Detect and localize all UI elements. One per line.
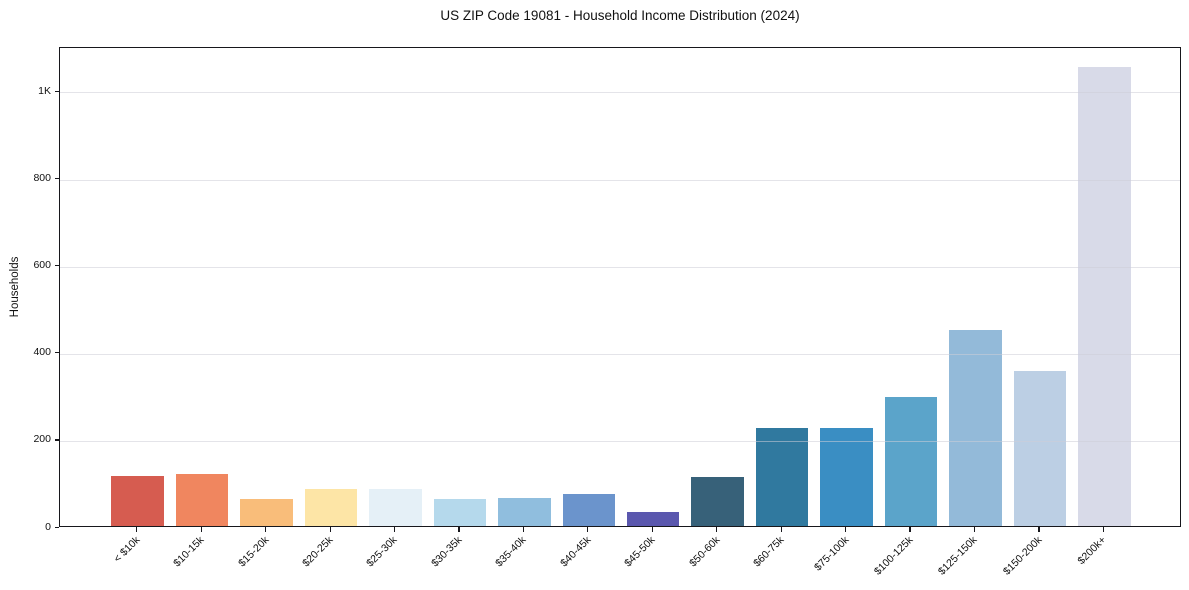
x-tick-mark (136, 527, 138, 532)
bar-4 (369, 488, 422, 526)
y-tick-mark (55, 265, 59, 267)
bar-10 (755, 428, 809, 526)
bar-8 (626, 511, 680, 526)
bar-13 (949, 330, 1002, 526)
bar-15 (1078, 66, 1131, 526)
gridline (60, 179, 1180, 181)
y-tick-label: 0 (45, 520, 51, 533)
y-tick-mark (55, 178, 59, 180)
x-tick-mark (458, 527, 460, 532)
x-tick-mark (200, 527, 202, 532)
x-tick-label: $200k+ (1075, 534, 1109, 568)
y-tick-mark (55, 526, 59, 528)
bar-1 (175, 473, 229, 526)
y-tick-mark (55, 352, 59, 354)
bar-0 (111, 475, 164, 526)
bar-5 (433, 499, 487, 526)
gridlines-layer (60, 48, 1180, 526)
x-tick-mark (393, 527, 396, 532)
bar-6 (498, 498, 551, 526)
bar-7 (562, 494, 616, 526)
x-tick-label: $35-40k (493, 534, 529, 570)
y-tick-label: 600 (33, 259, 51, 272)
y-tick-label: 200 (33, 433, 51, 446)
x-tick-label: $40-45k (557, 534, 594, 570)
x-tick-mark (909, 527, 911, 532)
x-tick-mark (1102, 527, 1104, 532)
y-tick-mark (55, 439, 59, 441)
x-tick-mark (329, 527, 331, 532)
x-tick-mark (265, 527, 267, 532)
x-tick-mark (845, 527, 847, 532)
bar-12 (884, 396, 938, 526)
x-tick-mark (522, 527, 525, 532)
x-tick-label: < $10k (111, 534, 143, 565)
chart-title: US ZIP Code 19081 - Household Income Dis… (440, 8, 800, 23)
bar-11 (820, 428, 873, 526)
x-tick-mark (973, 527, 976, 532)
x-tick-mark (587, 527, 589, 532)
x-tick-mark (651, 527, 653, 532)
bars-layer (60, 48, 1180, 526)
gridline (60, 266, 1180, 268)
x-tick-label: $125-150k (936, 534, 980, 578)
x-tick-label: $75-100k (811, 534, 852, 574)
gridline (60, 353, 1180, 355)
bar-2 (240, 498, 293, 526)
x-tick-mark (780, 527, 782, 532)
bar-14 (1013, 370, 1067, 526)
bar-3 (304, 489, 358, 526)
y-tick-label: 400 (33, 346, 51, 359)
x-tick-label: $30-35k (429, 534, 465, 570)
gridline (60, 440, 1180, 442)
bar-9 (691, 476, 744, 526)
x-tick-label: $25-30k (364, 534, 400, 570)
gridline (60, 92, 1180, 94)
x-tick-label: $150-200k (1000, 534, 1045, 578)
y-tick-label: 800 (33, 172, 51, 184)
plot-area (59, 47, 1181, 527)
y-tick-label: 1K (38, 84, 51, 97)
x-tick-mark (716, 527, 718, 532)
x-tick-label: $50-60k (686, 534, 723, 570)
x-tick-mark (1038, 527, 1040, 532)
y-tick-mark (55, 90, 59, 93)
x-tick-label: $15-20k (235, 534, 272, 570)
